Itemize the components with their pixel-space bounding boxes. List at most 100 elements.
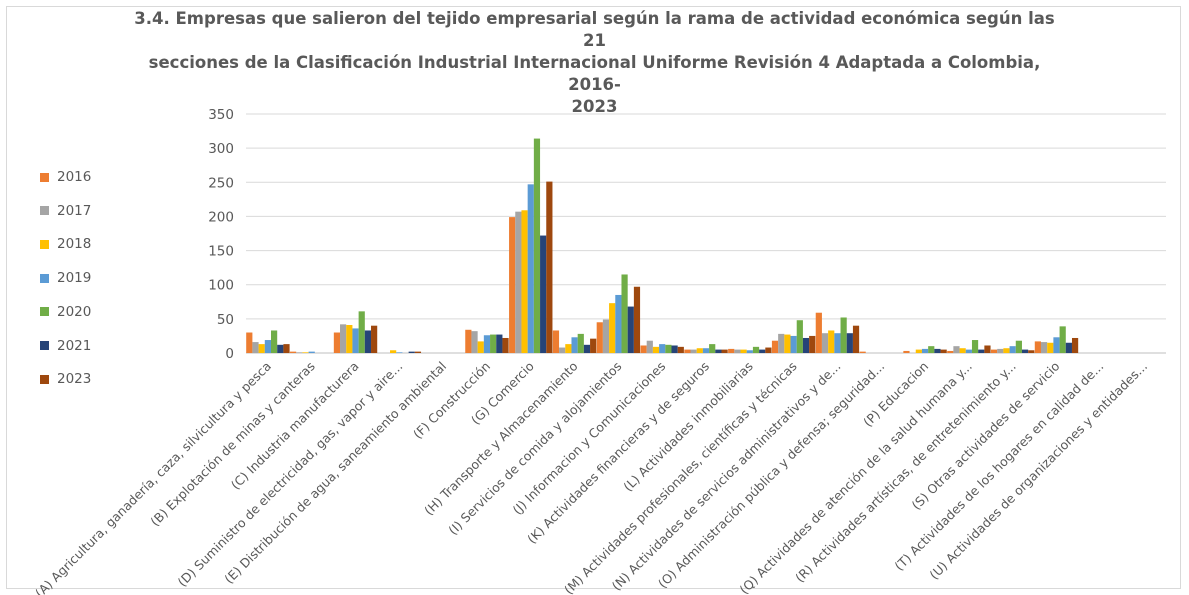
legend-item: 2023 [40,370,91,388]
y-tick-label: 50 [217,312,234,328]
bar-2023 [502,337,509,353]
legend-swatch [40,239,49,249]
bar-2021 [627,306,634,353]
bar-2021 [715,349,722,353]
bar-2023 [940,349,947,353]
legend-label: 2016 [57,169,92,185]
bar-2020 [621,274,628,353]
bar-2019 [264,340,271,353]
bar-2017 [515,211,522,353]
bar-2020 [928,346,935,353]
bar-2016 [1034,341,1041,353]
legend-item: 2019 [40,269,91,287]
bar-2018 [652,346,660,353]
bar-2017 [340,324,347,353]
bar-2019 [483,335,491,353]
bar-2017 [602,319,610,353]
legend-swatch [40,172,49,182]
bar-2023 [371,325,378,353]
bar-2019 [527,184,534,353]
bar-2016 [990,349,998,353]
bar-2016 [552,330,560,353]
bar-2019 [834,333,841,353]
bar-2021 [408,351,415,353]
bar-2021 [759,349,766,353]
bar-2018 [828,330,835,353]
bar-2020 [358,311,365,353]
bar-2023 [721,349,728,353]
bar-2021 [978,349,985,353]
y-tick-label: 100 [208,278,234,294]
bar-2016 [246,332,253,353]
bar-2018 [959,348,966,353]
bar-2019 [790,335,797,353]
bar-2018 [258,344,265,353]
legend-item: 2021 [40,337,91,355]
legend-swatch [40,374,49,384]
bar-2017 [690,349,697,353]
bar-2023 [414,351,422,353]
bar-2023 [809,335,816,353]
bar-2019 [1053,337,1060,353]
bar-2016 [640,345,647,353]
bar-2019 [615,294,622,353]
legend-label: 2020 [57,303,92,320]
bar-2020 [709,344,716,353]
chart-title-line-1: 3.4. Empresas que salieron del tejido em… [134,9,1055,50]
bar-2019 [702,348,710,353]
bar-2016 [509,217,516,353]
bar-2023 [1071,337,1079,353]
bar-2019 [746,350,753,353]
bar-2020 [1015,340,1022,353]
legend-swatch [40,307,49,317]
bar-2018 [390,350,397,353]
legend-label: 2018 [57,236,92,253]
y-tick-label: 300 [208,141,234,157]
bar-2017 [296,352,303,353]
legend-swatch [40,273,49,283]
bar-2018 [565,344,572,353]
legend-item: 2017 [40,202,91,220]
bar-2020 [665,344,672,353]
bar-2018 [1047,342,1054,353]
bar-2019 [659,344,666,353]
bar-2017 [1040,342,1048,353]
bar-2017 [821,333,829,353]
bar-2016 [903,350,910,353]
bar-2019 [308,351,315,353]
bar-2016 [859,351,866,353]
chart-title: 3.4. Empresas que salieron del tejido em… [120,8,1069,118]
legend-label: 2019 [57,270,92,287]
bar-2016 [290,351,297,353]
bar-2023 [546,181,553,353]
bar-2018 [1003,348,1010,353]
bar-2017 [559,347,566,353]
bar-2020 [752,346,760,353]
bar-2017 [471,331,478,353]
bar-2023 [633,286,641,353]
bar-2021 [583,344,591,353]
bar-2021 [1065,342,1072,353]
bar-2023 [765,347,772,353]
y-tick-label: 150 [208,244,234,260]
bar-2021 [671,345,678,353]
chart-title-line-2: secciones de la Clasificación Industrial… [148,53,1041,94]
bar-2016 [465,329,472,353]
bar-2016 [684,349,691,353]
bar-2018 [521,210,528,353]
chart-title-line-3: 2023 [571,97,618,116]
bar-2023 [590,338,597,353]
legend-swatch [40,341,49,350]
bar-2017 [778,333,785,353]
bar-2020 [971,340,979,353]
bar-2016 [815,312,822,353]
bar-2020 [577,333,584,353]
bar-2018 [696,348,703,353]
bar-2017 [252,342,259,353]
bar-2016 [947,350,954,353]
bar-2019 [396,352,403,353]
bar-2020 [796,320,803,353]
bar-2021 [540,235,547,353]
bar-2017 [646,340,653,353]
